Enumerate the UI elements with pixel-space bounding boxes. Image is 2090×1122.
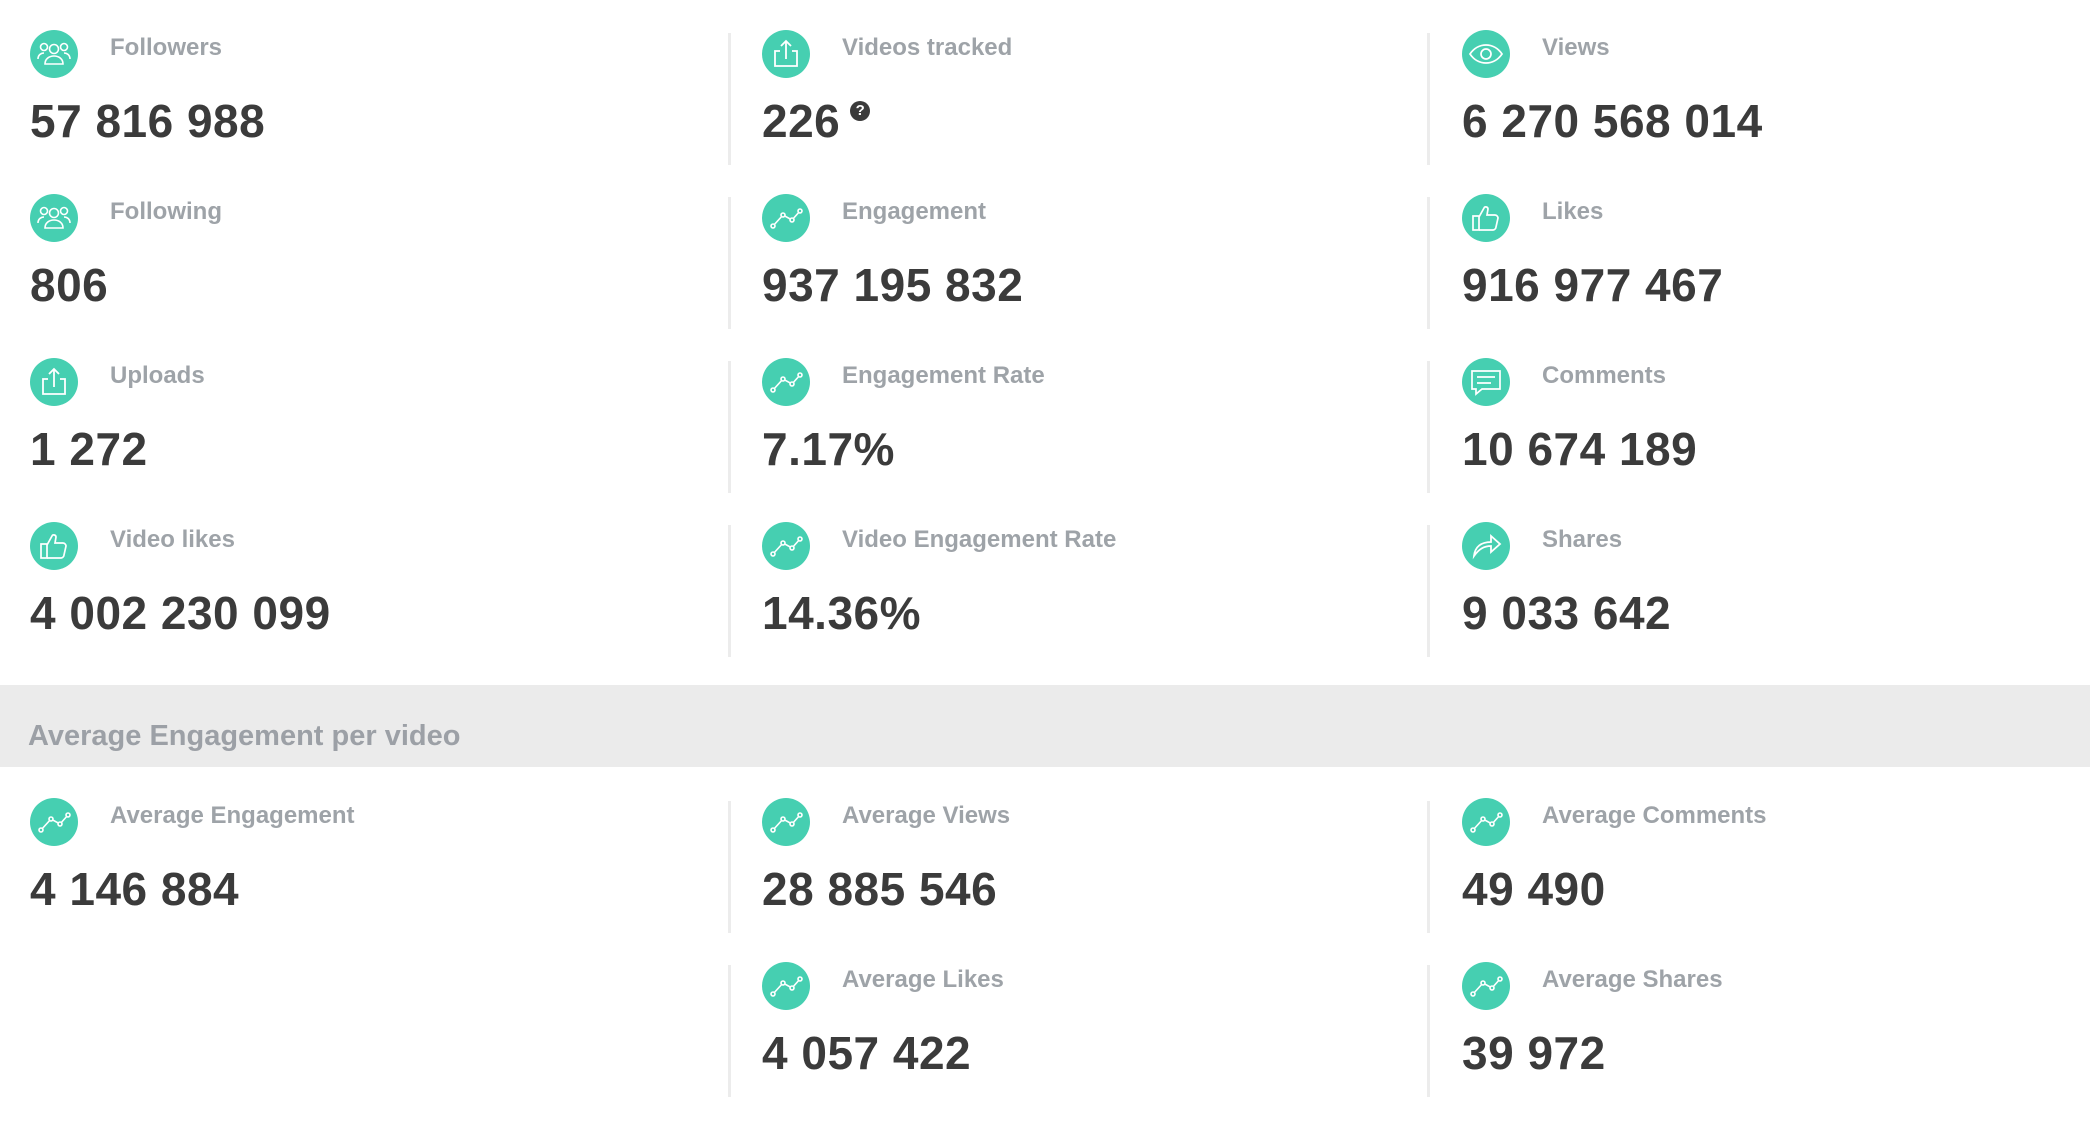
stat-value: 916 977 467 — [1462, 259, 1724, 311]
trend-line-icon — [762, 358, 810, 406]
stat-engagement-rate: Engagement Rate 7.17% — [762, 358, 1402, 488]
stat-label: Average Comments — [1542, 802, 1767, 829]
stat-videos-tracked: Videos tracked 226? — [762, 30, 1402, 160]
column-divider — [1427, 525, 1430, 657]
column-divider — [1427, 197, 1430, 329]
stat-value: 39 972 — [1462, 1027, 1606, 1079]
stat-value: 14.36% — [762, 587, 922, 639]
share-arrow-icon — [1462, 522, 1510, 570]
stat-views: Views 6 270 568 014 — [1462, 30, 2090, 160]
column-divider — [728, 361, 731, 493]
trend-line-icon — [1462, 962, 1510, 1010]
stat-followers: Followers 57 816 988 — [30, 30, 670, 160]
stat-likes: Likes 916 977 467 — [1462, 194, 2090, 324]
stat-value: 49 490 — [1462, 863, 1606, 915]
stat-label: Average Shares — [1542, 966, 1723, 993]
stat-video-engagement-rate: Video Engagement Rate 14.36% — [762, 522, 1402, 652]
section-title: Average Engagement per video — [28, 720, 461, 752]
stat-average-engagement: Average Engagement 4 146 884 — [30, 798, 670, 928]
stat-label: Average Engagement — [110, 802, 355, 829]
stat-value: 10 674 189 — [1462, 423, 1698, 475]
stat-average-comments: Average Comments 49 490 — [1462, 798, 2090, 928]
thumbs-up-icon — [30, 522, 78, 570]
comment-icon — [1462, 358, 1510, 406]
average-stats-panel — [0, 767, 2090, 1122]
stat-value: 7.17% — [762, 423, 895, 475]
stat-value: 4 057 422 — [762, 1027, 972, 1079]
stat-label: Engagement Rate — [842, 362, 1045, 389]
column-divider — [1427, 965, 1430, 1097]
stat-comments: Comments 10 674 189 — [1462, 358, 2090, 488]
trend-line-icon — [762, 194, 810, 242]
section-header-band — [0, 685, 2090, 767]
stat-value: 937 195 832 — [762, 259, 1024, 311]
column-divider — [728, 197, 731, 329]
stat-following: Following 806 — [30, 194, 670, 324]
thumbs-up-icon — [1462, 194, 1510, 242]
stat-label: Views — [1542, 34, 1610, 61]
stat-value: 4 146 884 — [30, 863, 240, 915]
stat-value: 28 885 546 — [762, 863, 998, 915]
stat-label: Followers — [110, 34, 223, 61]
stats-panel — [0, 0, 2090, 685]
stat-value-text: 226 — [762, 95, 841, 147]
stat-value: 57 816 988 — [30, 95, 266, 147]
upload-icon — [30, 358, 78, 406]
column-divider — [1427, 33, 1430, 165]
trend-line-icon — [30, 798, 78, 846]
trend-line-icon — [1462, 798, 1510, 846]
stat-video-likes: Video likes 4 002 230 099 — [30, 522, 670, 652]
stat-label: Shares — [1542, 526, 1623, 553]
trend-line-icon — [762, 798, 810, 846]
stat-label: Video likes — [110, 526, 235, 553]
stat-value: 4 002 230 099 — [30, 587, 331, 639]
column-divider — [1427, 361, 1430, 493]
stat-shares: Shares 9 033 642 — [1462, 522, 2090, 652]
stat-value: 6 270 568 014 — [1462, 95, 1763, 147]
stat-value: 1 272 — [30, 423, 148, 475]
stat-label: Average Views — [842, 802, 1011, 829]
stat-label: Likes — [1542, 198, 1604, 225]
stat-value: 806 — [30, 259, 109, 311]
eye-icon — [1462, 30, 1510, 78]
column-divider — [728, 525, 731, 657]
trend-line-icon — [762, 522, 810, 570]
stat-label: Comments — [1542, 362, 1667, 389]
users-icon — [30, 30, 78, 78]
stat-average-views: Average Views 28 885 546 — [762, 798, 1402, 928]
stat-uploads: Uploads 1 272 — [30, 358, 670, 488]
stat-value: 226? — [762, 94, 871, 148]
stat-average-shares: Average Shares 39 972 — [1462, 962, 2090, 1092]
upload-icon — [762, 30, 810, 78]
stat-label: Engagement — [842, 198, 987, 225]
stat-label: Following — [110, 198, 222, 225]
column-divider — [728, 801, 731, 933]
users-icon — [30, 194, 78, 242]
column-divider — [728, 965, 731, 1097]
stat-average-likes: Average Likes 4 057 422 — [762, 962, 1402, 1092]
stat-label: Videos tracked — [842, 34, 1013, 61]
trend-line-icon — [762, 962, 810, 1010]
stat-label: Average Likes — [842, 966, 1004, 993]
stat-value: 9 033 642 — [1462, 587, 1672, 639]
stat-label: Uploads — [110, 362, 205, 389]
help-icon[interactable]: ? — [850, 101, 871, 121]
column-divider — [728, 33, 731, 165]
stat-engagement: Engagement 937 195 832 — [762, 194, 1402, 324]
column-divider — [1427, 801, 1430, 933]
stat-label: Video Engagement Rate — [842, 526, 1117, 553]
